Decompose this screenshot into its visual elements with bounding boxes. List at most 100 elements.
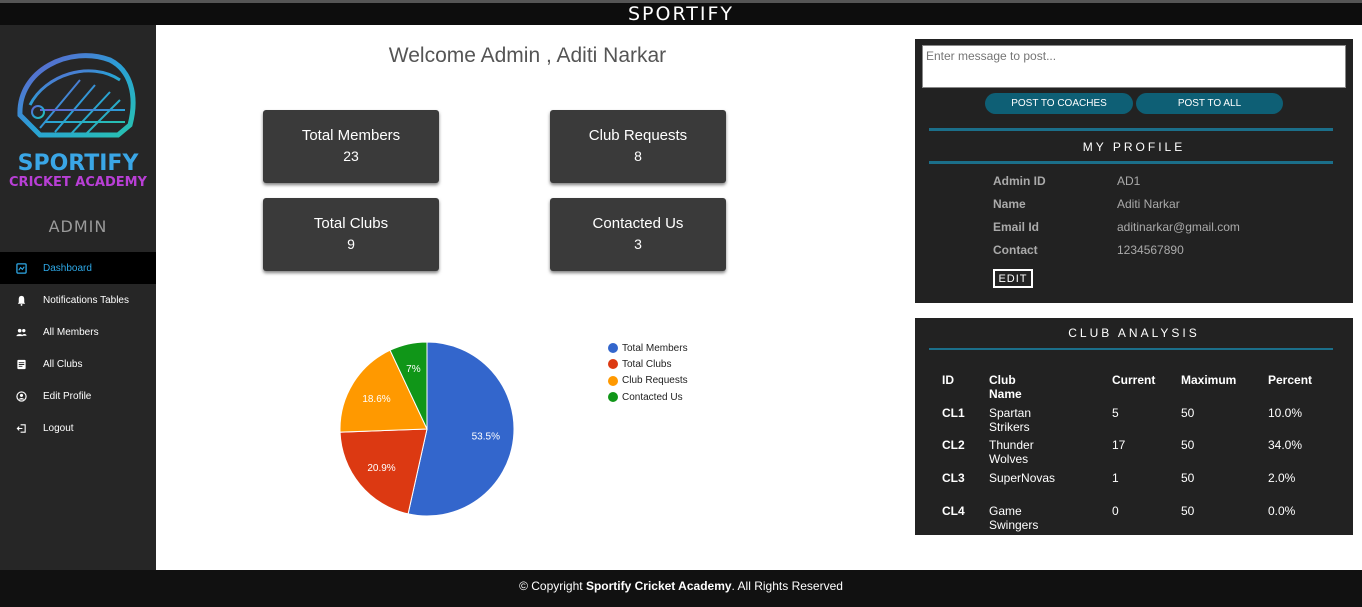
divider	[929, 348, 1333, 350]
sidebar-item-notifications[interactable]: Notifications Tables	[0, 284, 156, 316]
table-cell: CL1	[942, 405, 965, 420]
legend-item: Total Members	[608, 340, 688, 356]
list-icon	[0, 359, 43, 370]
stat-card-total-clubs[interactable]: Total Clubs 9	[263, 198, 439, 271]
table-cell: 50	[1181, 503, 1195, 518]
sidebar-item-label: All Members	[43, 326, 99, 338]
sidebar-item-label: All Clubs	[43, 358, 83, 370]
sidebar-item-label: Logout	[43, 422, 74, 434]
table-cell: 17	[1112, 438, 1126, 453]
table-cell: CL3	[942, 471, 965, 486]
table-cell: SuperNovas	[989, 471, 1056, 486]
post-to-coaches-button[interactable]: POST TO COACHES	[985, 93, 1133, 114]
legend-swatch	[608, 359, 618, 370]
profile-title: MY PROFILE	[1082, 140, 1186, 154]
table-cell: CL4	[942, 503, 965, 518]
stat-label: Total Clubs	[313, 215, 389, 232]
edit-profile-button[interactable]: EDIT	[993, 269, 1033, 288]
stat-value: 8	[634, 148, 642, 164]
column-header: Percent	[1268, 373, 1313, 387]
helmet-logo-icon: SPORTIFY CRICKET ACADEMY	[9, 53, 148, 190]
legend-label: Total Clubs	[622, 358, 672, 370]
profile-panel: POST TO COACHES POST TO ALL MY PROFILE A…	[915, 39, 1353, 303]
sidebar-item-label: Edit Profile	[43, 390, 92, 402]
logout-icon	[0, 423, 43, 434]
club-analysis-panel: CLUB ANALYSIS ID Club Name Current Maxim…	[915, 318, 1353, 535]
brand-title: SPORTIFY	[627, 3, 735, 25]
legend-swatch	[608, 392, 618, 403]
pie-slice	[339, 428, 428, 515]
footer: © Copyright Sportify Cricket Academy. Al…	[0, 570, 1362, 607]
pie-data-label: 20.9%	[367, 463, 395, 474]
table-cell: 34.0%	[1268, 438, 1303, 453]
stat-card-contacted-us[interactable]: Contacted Us 3	[550, 198, 726, 271]
table-cell: 10.0%	[1268, 405, 1303, 420]
svg-text:SPORTIFY: SPORTIFY	[18, 151, 140, 176]
table-cell: Thunder Wolves	[989, 438, 1034, 467]
stat-label: Total Members	[301, 127, 401, 144]
legend-label: Total Members	[622, 342, 688, 354]
divider	[929, 128, 1333, 131]
table-cell: CL2	[942, 438, 965, 453]
stat-value: 3	[634, 236, 642, 252]
table-cell: 50	[1181, 438, 1195, 453]
table-cell: 0.0%	[1268, 503, 1296, 518]
user-circle-icon	[0, 390, 43, 402]
table-cell: Game Swingers	[989, 503, 1039, 532]
table-cell: 0	[1112, 503, 1119, 518]
column-header: ID	[942, 373, 954, 387]
stat-label: Contacted Us	[592, 215, 684, 232]
sidebar-item-all-clubs[interactable]: All Clubs	[0, 348, 156, 380]
table-cell: 50	[1181, 471, 1195, 486]
legend-label: Contacted Us	[622, 391, 683, 403]
stat-value: 9	[347, 236, 355, 252]
pie-slice	[389, 341, 428, 430]
distribution-pie-chart: 53.5% 20.9% 18.6% 7%	[339, 341, 515, 517]
academy-logo: SPORTIFY CRICKET ACADEMY	[0, 40, 156, 190]
stat-card-total-members[interactable]: Total Members 23	[263, 110, 439, 183]
sidebar-item-edit-profile[interactable]: Edit Profile	[0, 380, 156, 412]
stat-card-club-requests[interactable]: Club Requests 8	[550, 110, 726, 183]
sidebar: SPORTIFY CRICKET ACADEMY ADMIN Dashboard…	[0, 25, 156, 570]
pie-slice	[339, 349, 428, 433]
post-to-all-button[interactable]: POST TO ALL	[1136, 93, 1283, 114]
table-cell: Spartan Strikers	[989, 405, 1032, 434]
table-cell: 5	[1112, 405, 1119, 420]
top-header: SPORTIFY	[0, 0, 1362, 25]
welcome-heading: Welcome Admin , Aditi Narkar	[388, 44, 667, 67]
sidebar-item-all-members[interactable]: All Members	[0, 316, 156, 348]
pie-data-label: 7%	[406, 364, 421, 375]
table-cell: 2.0%	[1268, 471, 1296, 486]
sidebar-item-dashboard[interactable]: Dashboard	[0, 252, 156, 284]
column-header: Maximum	[1181, 373, 1237, 387]
pie-legend: Total Members Total Clubs Club Requests Con…	[608, 340, 688, 405]
sidebar-item-label: Dashboard	[43, 262, 92, 274]
table-cell: 1	[1112, 471, 1119, 486]
legend-item: Total Clubs	[608, 356, 688, 372]
pie-slice	[407, 341, 515, 517]
column-header: Current	[1112, 373, 1156, 387]
footer-brand: Sportify Cricket Academy	[585, 579, 732, 593]
stat-value: 23	[343, 148, 359, 164]
column-header: Club Name	[989, 373, 1022, 401]
pie-data-label: 18.6%	[362, 394, 390, 405]
footer-suffix: . All Rights Reserved	[731, 579, 843, 593]
legend-item: Club Requests	[608, 373, 688, 389]
sidebar-item-label: Notifications Tables	[43, 294, 129, 306]
dashboard-icon	[0, 262, 43, 274]
club-analysis-title: CLUB ANALYSIS	[1068, 326, 1200, 340]
message-input[interactable]	[922, 45, 1346, 88]
bell-icon	[0, 295, 43, 306]
legend-label: Club Requests	[622, 375, 688, 387]
role-label: ADMIN	[48, 217, 108, 236]
legend-swatch	[608, 343, 618, 354]
legend-item: Contacted Us	[608, 389, 688, 405]
users-icon	[0, 327, 43, 338]
table-cell: 50	[1181, 405, 1195, 420]
stat-label: Club Requests	[588, 127, 688, 144]
footer-prefix: © Copyright	[519, 579, 586, 593]
pie-data-label: 53.5%	[472, 431, 500, 442]
sidebar-nav: Dashboard Notifications Tables All Membe…	[0, 252, 156, 444]
sidebar-item-logout[interactable]: Logout	[0, 412, 156, 444]
divider	[929, 161, 1333, 164]
